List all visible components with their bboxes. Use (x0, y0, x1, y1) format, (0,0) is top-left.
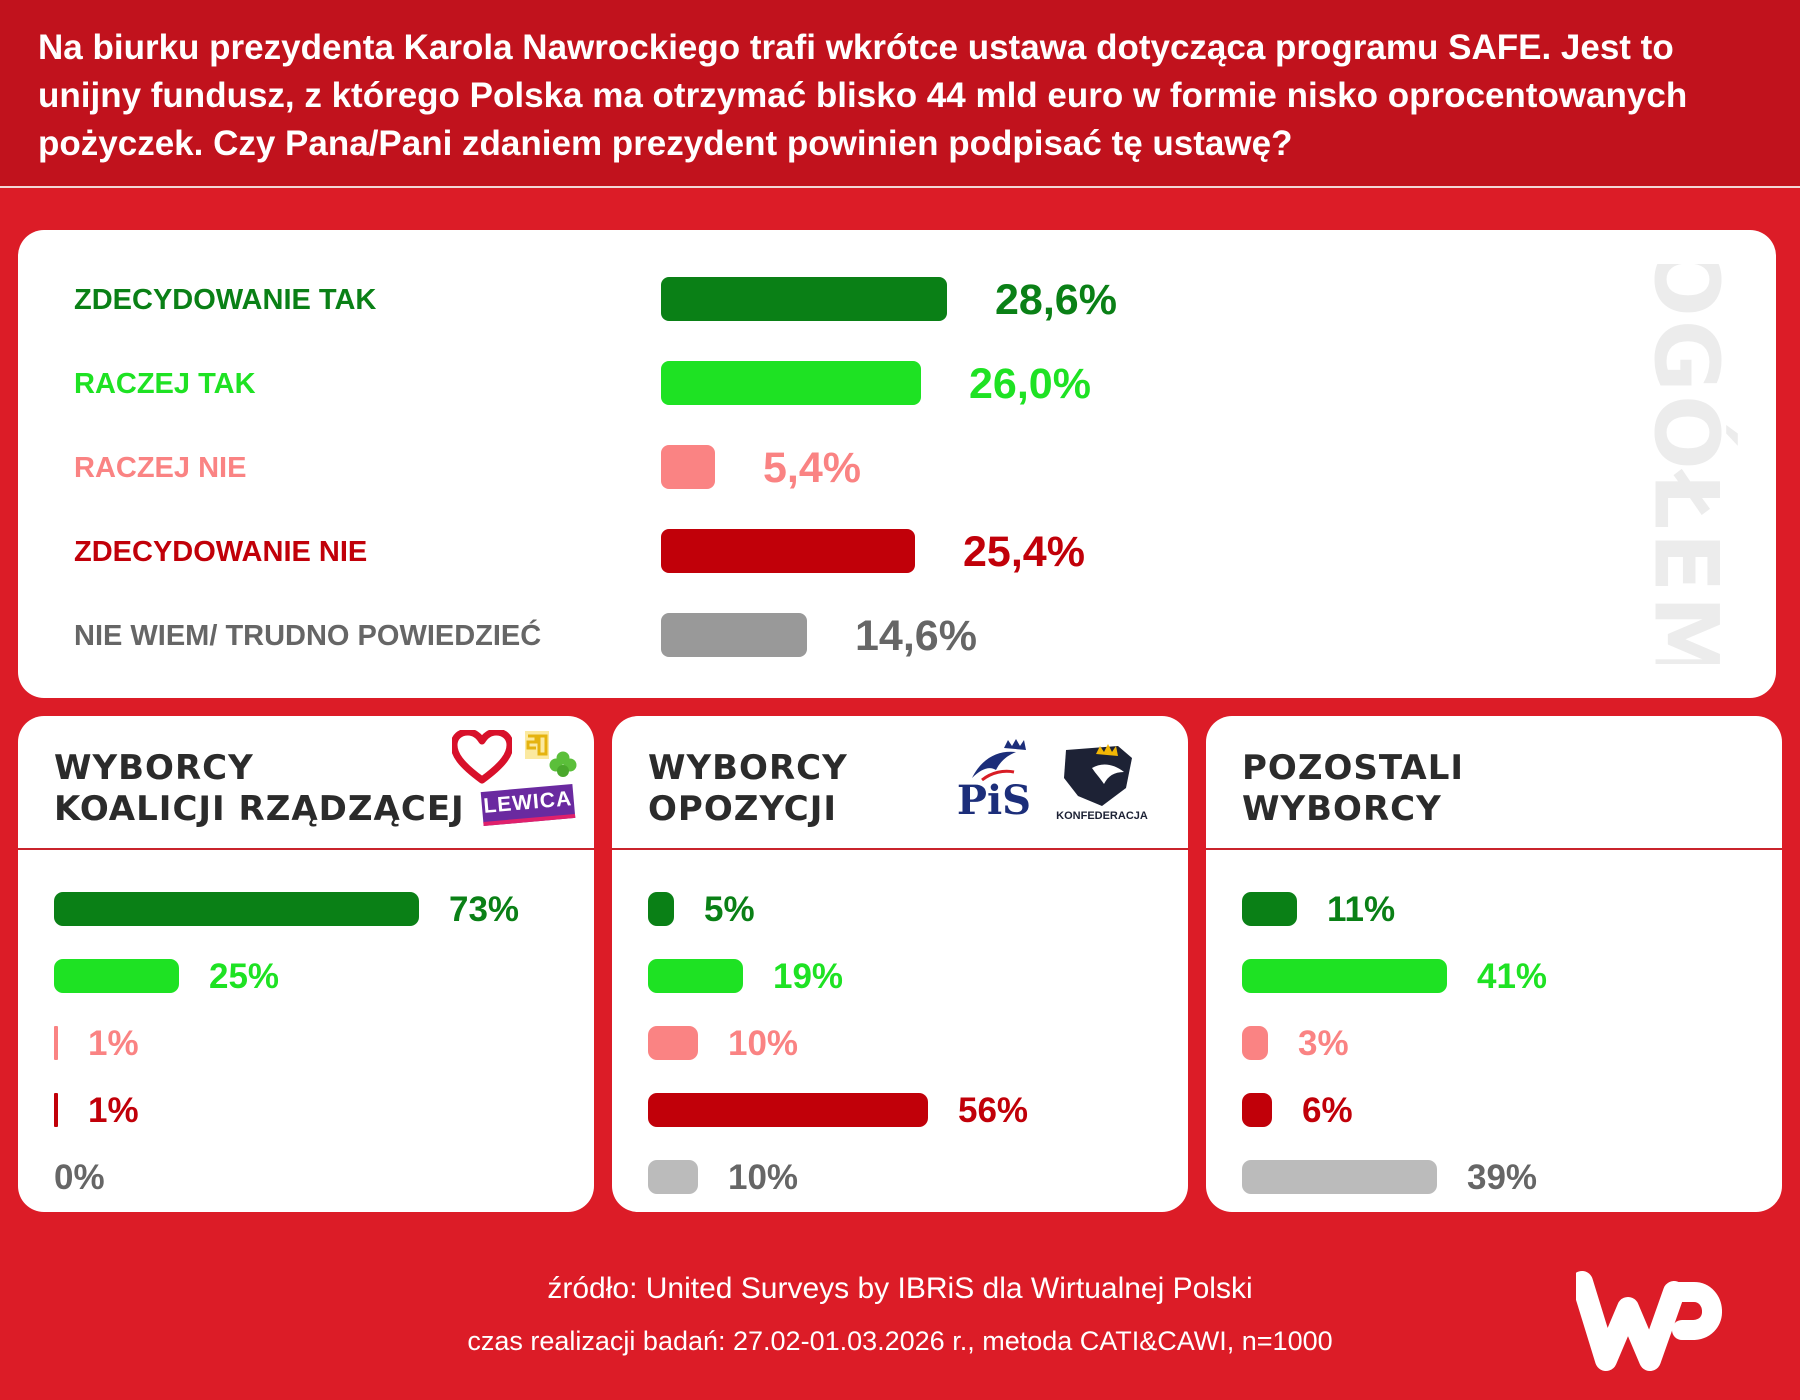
overall-side-label-text: OGÓŁEM (1634, 264, 1738, 664)
overall-bar-no (661, 445, 715, 489)
overall-value-strong-no: 25,4% (963, 528, 1085, 576)
opposition-voters-card: WYBORCY OPOZYCJI PiS KONFEDERACJA 5% 19% 1… (612, 716, 1188, 1212)
header: Na biurku prezydenta Karola Nawrockiego … (0, 0, 1800, 188)
group-value-strong-yes: 73% (449, 890, 519, 929)
lewica-logo-text: LEWICA (482, 787, 574, 818)
overall-bar-strong-no (661, 529, 915, 573)
group-title-line1: WYBORCY (648, 748, 848, 788)
group-bar-yes (648, 959, 743, 993)
clover-logo (549, 751, 577, 777)
group-title-line1: POZOSTALI (1242, 748, 1465, 788)
group-value-dont-know: 0% (54, 1158, 105, 1197)
group-bar-dont-know (648, 1160, 698, 1194)
other-voters-card: POZOSTALI WYBORCY 11% 41% 3% 6% 39% (1206, 716, 1782, 1212)
overall-value-dont-know: 14,6% (855, 612, 977, 660)
group-divider (1206, 848, 1782, 850)
coalition-voters-bar-chart: 73% 25% 1% 1% 0% (54, 890, 519, 1197)
group-value-strong-yes: 5% (704, 890, 755, 929)
group-bar-no (1242, 1026, 1268, 1060)
group-divider (18, 848, 594, 850)
pis-logo: PiS (952, 738, 1036, 828)
group-value-strong-no: 56% (958, 1091, 1028, 1130)
coalition-voters-title: WYBORCY KOALICJI RZĄDZĄCEJ (54, 748, 465, 830)
footer-method: czas realizacji badań: 27.02-01.03.2026 … (467, 1326, 1333, 1356)
konfederacja-logo: KONFEDERACJA (1052, 740, 1152, 830)
overall-value-strong-yes: 28,6% (995, 276, 1117, 324)
pis-eagle-icon (972, 739, 1026, 782)
group-value-dont-know: 10% (728, 1158, 798, 1197)
opposition-voters-bar-chart: 5% 19% 10% 56% 10% (648, 890, 1028, 1197)
overall-label-dont-know: NIE WIEM/ TRUDNO POWIEDZIEĆ (74, 618, 541, 652)
overall-card: ZDECYDOWANIE TAK 28,6% RACZEJ TAK 26,0% RACZ… (18, 230, 1776, 698)
group-value-no: 3% (1298, 1024, 1349, 1063)
polska-2050-logo (525, 731, 549, 759)
group-value-strong-yes: 11% (1327, 890, 1395, 929)
overall-label-yes: RACZEJ TAK (74, 368, 256, 400)
group-bar-strong-yes (648, 892, 674, 926)
group-bar-no (648, 1026, 698, 1060)
group-divider (612, 848, 1188, 850)
group-value-dont-know: 39% (1467, 1158, 1537, 1197)
konfederacja-logo-text: KONFEDERACJA (1056, 810, 1148, 822)
group-value-yes: 25% (209, 957, 279, 996)
overall-label-strong-yes: ZDECYDOWANIE TAK (74, 284, 376, 316)
overall-label-strong-no: ZDECYDOWANIE NIE (74, 536, 367, 568)
lewica-logo: LEWICA (480, 784, 576, 826)
group-bar-yes (54, 959, 179, 993)
wp-logo: WP (1576, 1271, 1722, 1371)
group-bar-strong-yes (54, 892, 419, 926)
overall-bar-chart: ZDECYDOWANIE TAK 28,6% RACZEJ TAK 26,0% RACZ… (74, 276, 1117, 660)
group-value-yes: 19% (773, 957, 843, 996)
group-value-no: 1% (88, 1024, 139, 1063)
overall-bar-strong-yes (661, 277, 947, 321)
group-title-line2: OPOZYCJI (648, 789, 838, 829)
overall-bar-yes (661, 361, 921, 405)
group-bar-yes (1242, 959, 1447, 993)
group-bar-strong-no (54, 1093, 58, 1127)
other-voters-bar-chart: 11% 41% 3% 6% 39% (1242, 890, 1547, 1197)
group-bar-dont-know (1242, 1160, 1437, 1194)
other-voters-title: POZOSTALI WYBORCY (1242, 748, 1464, 830)
overall-value-yes: 26,0% (969, 360, 1091, 408)
group-title-line1: WYBORCY (54, 748, 254, 788)
pis-logo-text: PiS (956, 777, 1032, 824)
group-value-yes: 41% (1477, 957, 1547, 996)
coalition-voters-card: WYBORCY KOALICJI RZĄDZĄCEJ LEWICA 73% 25%… (18, 716, 594, 1212)
footer-source: źródło: United Surveys by IBRiS dla Wirt… (547, 1272, 1253, 1305)
overall-side-label: OGÓŁEM (1630, 264, 1742, 664)
heart-logo (452, 730, 512, 784)
group-bar-strong-yes (1242, 892, 1297, 926)
group-value-strong-no: 1% (88, 1091, 139, 1130)
group-value-no: 10% (728, 1024, 798, 1063)
group-value-strong-no: 6% (1302, 1091, 1353, 1130)
group-title-line2: WYBORCY (1242, 789, 1442, 829)
group-bar-no (54, 1026, 58, 1060)
opposition-voters-title: WYBORCY OPOZYCJI (648, 748, 848, 830)
konfederacja-eagle-icon (1064, 744, 1132, 806)
overall-label-no: RACZEJ NIE (74, 452, 246, 484)
group-bar-strong-no (1242, 1093, 1272, 1127)
overall-bar-dont-know (661, 613, 807, 657)
group-title-line2: KOALICJI RZĄDZĄCEJ (54, 789, 465, 829)
group-bar-strong-no (648, 1093, 928, 1127)
overall-value-no: 5,4% (763, 444, 861, 492)
survey-question: Na biurku prezydenta Karola Nawrockiego … (38, 28, 1688, 163)
